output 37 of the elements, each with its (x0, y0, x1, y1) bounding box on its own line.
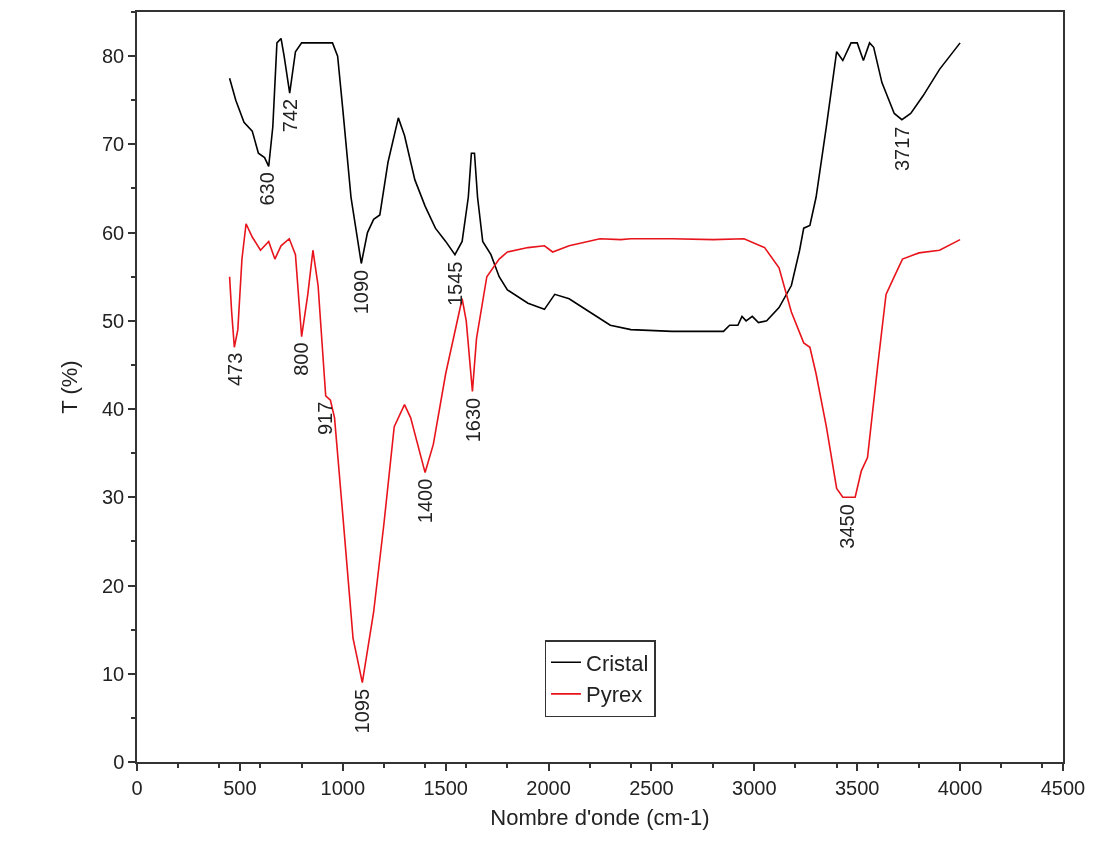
annotation: 3450 (836, 504, 859, 549)
annotation: 3717 (890, 126, 913, 172)
y-axis-title: T (%) (57, 360, 83, 414)
x-tick-label: 500 (223, 776, 257, 799)
x-tick-label: 3500 (834, 776, 880, 799)
annotation: 917 (314, 401, 337, 436)
annotation: 1630 (461, 397, 484, 443)
annotation: 1545 (443, 261, 466, 307)
x-tick-label: 1500 (423, 776, 468, 799)
x-tick-label: 4000 (937, 776, 983, 799)
annotation: 630 (255, 172, 278, 206)
annotation: 473 (223, 352, 246, 387)
x-tick-label: 2000 (526, 776, 571, 799)
legend-label: Pyrex (586, 682, 643, 708)
y-tick-label: 50 (102, 309, 125, 332)
y-tick-label: 20 (102, 574, 125, 597)
annotation: 800 (290, 342, 313, 376)
y-tick-label: 70 (102, 133, 125, 156)
annotation: 1095 (351, 688, 374, 734)
y-tick-label: 0 (113, 751, 125, 773)
x-tick-label: 2500 (629, 776, 674, 799)
y-tick-label: 80 (102, 45, 125, 68)
legend-label: Cristal (586, 650, 649, 676)
y-tick-label: 30 (102, 486, 125, 509)
annotation: 1090 (350, 269, 373, 315)
line-series (228, 37, 961, 333)
annotation: 1400 (414, 478, 436, 524)
x-tick-label: 3000 (732, 776, 777, 799)
line-series (228, 222, 961, 684)
x-tick-label: 0 (131, 776, 143, 799)
x-tick-label: 4500 (1040, 776, 1086, 799)
y-tick-label: 60 (102, 221, 125, 244)
x-tick-label: 1000 (320, 776, 366, 799)
x-axis-title: Nombre d'onde (cm-1) (490, 805, 710, 831)
annotation: 742 (279, 99, 302, 133)
y-tick-label: 40 (102, 398, 125, 421)
y-tick-label: 10 (102, 662, 125, 685)
